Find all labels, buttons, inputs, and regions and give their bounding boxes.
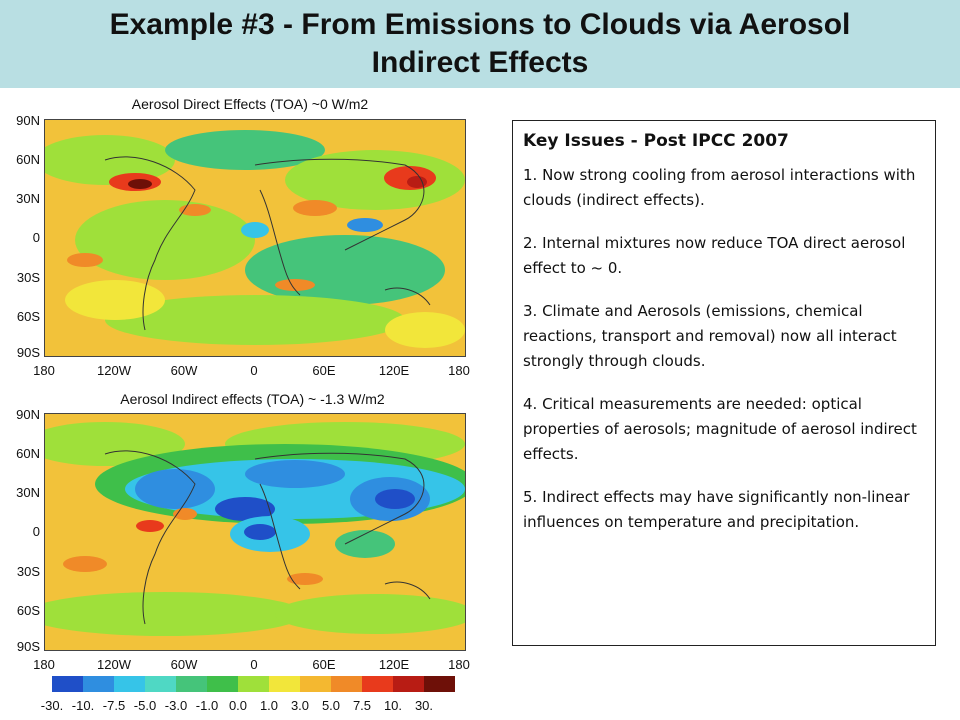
key-issue-item: 2. Internal mixtures now reduce TOA dire… — [523, 234, 906, 277]
indirect-x-label: 60E — [312, 657, 336, 672]
key-issue-item: 4. Critical measurements are needed: opt… — [523, 395, 917, 463]
indirect-effects-map: 90N 60N 30N 0 30S 60S 90S 180 120W 60W 0… — [0, 407, 480, 677]
colorbar-swatch — [300, 676, 331, 692]
colorbar-swatch — [83, 676, 114, 692]
indirect-y-label: 90N — [16, 407, 40, 422]
colorbar-label: 3.0 — [290, 698, 310, 713]
indirect-x-label: 120W — [97, 657, 131, 672]
direct-y-label: 90S — [16, 345, 40, 360]
colorbar-label: 10. — [383, 698, 403, 713]
slide-title-line-1: Example #3 - From Emissions to Clouds vi… — [109, 8, 851, 41]
colorbar-swatch — [238, 676, 269, 692]
indirect-y-label: 0 — [32, 524, 40, 539]
indirect-x-label: 60W — [170, 657, 198, 672]
slide-title-line-2: Indirect Effects — [371, 46, 589, 79]
direct-effects-map: 90N 60N 30N 0 30S 60S 90S 180 120W 60W 0… — [0, 113, 470, 383]
direct-y-label: 90N — [16, 113, 40, 128]
key-issues-heading: Key Issues - Post IPCC 2007 — [523, 131, 789, 151]
indirect-y-label: 60N — [16, 446, 40, 461]
direct-x-label: 60W — [170, 363, 198, 378]
direct-x-label: 120E — [378, 363, 410, 378]
colorbar-label: -3.0 — [164, 698, 188, 713]
colorbar-swatch — [145, 676, 176, 692]
colorbar-label: 1.0 — [259, 698, 279, 713]
direct-x-label: 120W — [97, 363, 131, 378]
colorbar-label: -1.0 — [195, 698, 219, 713]
direct-y-label: 60N — [16, 152, 40, 167]
direct-x-label: 180 — [448, 363, 470, 378]
indirect-x-label: 0 — [250, 657, 258, 672]
colorbar-swatch — [331, 676, 362, 692]
direct-x-label: 180 — [33, 363, 55, 378]
direct-effects-field — [44, 119, 466, 357]
colorbar-label: -5.0 — [133, 698, 157, 713]
indirect-x-label: 180 — [448, 657, 470, 672]
key-issues-box: Key Issues - Post IPCC 2007 1. Now stron… — [512, 120, 936, 646]
colorbar-swatch — [207, 676, 238, 692]
direct-x-label: 0 — [250, 363, 258, 378]
indirect-effects-field — [44, 413, 466, 651]
colorbar-label: -10. — [71, 698, 95, 713]
indirect-x-label: 180 — [33, 657, 55, 672]
colorbar-swatch — [176, 676, 207, 692]
indirect-effects-caption: Aerosol Indirect effects (TOA) ~ -1.3 W/… — [120, 391, 385, 407]
colorbar-swatch — [269, 676, 300, 692]
colorbar-swatch — [52, 676, 83, 692]
colorbar-label: 7.5 — [352, 698, 372, 713]
colorbar-label: 0.0 — [228, 698, 248, 713]
indirect-y-label: 60S — [16, 603, 40, 618]
colorbar-swatch — [424, 676, 455, 692]
colorbar-label: 30. — [414, 698, 434, 713]
indirect-y-label: 90S — [16, 639, 40, 654]
title-bar — [0, 0, 960, 88]
direct-x-label: 60E — [312, 363, 336, 378]
direct-y-label: 30N — [16, 191, 40, 206]
key-issue-item: 1. Now strong cooling from aerosol inter… — [523, 166, 916, 209]
colorbar-label: 5.0 — [321, 698, 341, 713]
colorbar-label: -30. — [40, 698, 64, 713]
slide-title: Example #3 - From Emissions to Clouds vi… — [0, 6, 960, 82]
colorbar — [52, 676, 455, 692]
indirect-y-label: 30S — [16, 564, 40, 579]
colorbar-swatch — [393, 676, 424, 692]
colorbar-label: -7.5 — [102, 698, 126, 713]
direct-y-label: 0 — [32, 230, 40, 245]
key-issue-item: 5. Indirect effects may have significant… — [523, 488, 910, 531]
direct-effects-caption: Aerosol Direct Effects (TOA) ~0 W/m2 — [131, 96, 369, 112]
key-issue-item: 3. Climate and Aerosols (emissions, chem… — [523, 302, 897, 370]
direct-effects-shading — [45, 120, 465, 356]
indirect-x-label: 120E — [378, 657, 410, 672]
colorbar-swatch — [362, 676, 393, 692]
indirect-effects-shading — [45, 414, 465, 650]
indirect-y-label: 30N — [16, 485, 40, 500]
colorbar-swatch — [114, 676, 145, 692]
direct-y-label: 30S — [16, 270, 40, 285]
direct-y-label: 60S — [16, 309, 40, 324]
